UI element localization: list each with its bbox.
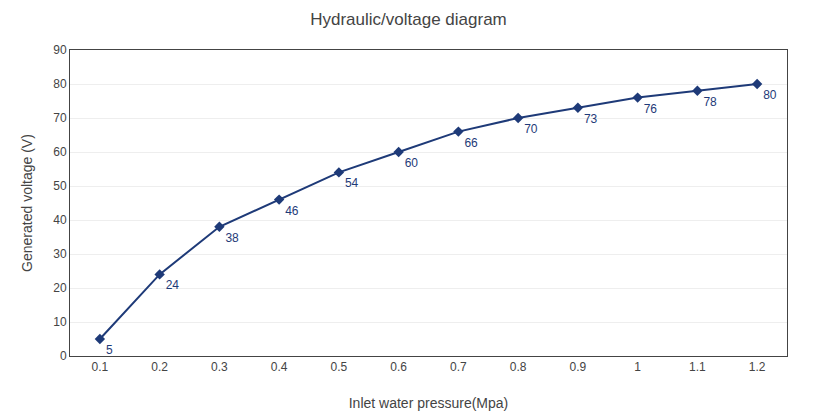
svg-text:0.6: 0.6 xyxy=(390,360,407,374)
svg-text:0.5: 0.5 xyxy=(331,360,348,374)
svg-text:24: 24 xyxy=(166,278,180,292)
svg-text:80: 80 xyxy=(53,77,67,91)
svg-text:0.7: 0.7 xyxy=(450,360,467,374)
svg-text:1.2: 1.2 xyxy=(749,360,766,374)
svg-text:73: 73 xyxy=(584,112,598,126)
svg-text:0.1: 0.1 xyxy=(92,360,109,374)
svg-text:1: 1 xyxy=(634,360,641,374)
svg-text:66: 66 xyxy=(464,136,478,150)
svg-text:60: 60 xyxy=(53,145,67,159)
svg-text:Hydraulic/voltage diagram: Hydraulic/voltage diagram xyxy=(310,10,507,29)
svg-text:30: 30 xyxy=(53,247,67,261)
svg-text:60: 60 xyxy=(405,156,419,170)
svg-text:0.8: 0.8 xyxy=(510,360,527,374)
svg-text:10: 10 xyxy=(53,315,67,329)
svg-text:Generated voltage (V): Generated voltage (V) xyxy=(19,134,35,272)
svg-text:0: 0 xyxy=(60,349,67,363)
svg-text:80: 80 xyxy=(763,88,777,102)
svg-text:50: 50 xyxy=(53,179,67,193)
svg-text:46: 46 xyxy=(285,204,299,218)
svg-text:70: 70 xyxy=(53,111,67,125)
svg-text:0.9: 0.9 xyxy=(570,360,587,374)
svg-text:38: 38 xyxy=(225,231,239,245)
svg-text:90: 90 xyxy=(53,43,67,57)
svg-text:70: 70 xyxy=(524,122,538,136)
svg-text:20: 20 xyxy=(53,281,67,295)
svg-text:0.3: 0.3 xyxy=(211,360,228,374)
svg-text:Inlet water pressure(Mpa): Inlet water pressure(Mpa) xyxy=(349,395,509,411)
svg-text:0.4: 0.4 xyxy=(271,360,288,374)
svg-text:1.1: 1.1 xyxy=(689,360,706,374)
svg-text:54: 54 xyxy=(345,176,359,190)
svg-text:78: 78 xyxy=(703,95,717,109)
svg-text:5: 5 xyxy=(106,343,113,357)
svg-text:0.2: 0.2 xyxy=(151,360,168,374)
svg-text:40: 40 xyxy=(53,213,67,227)
svg-text:76: 76 xyxy=(644,102,658,116)
